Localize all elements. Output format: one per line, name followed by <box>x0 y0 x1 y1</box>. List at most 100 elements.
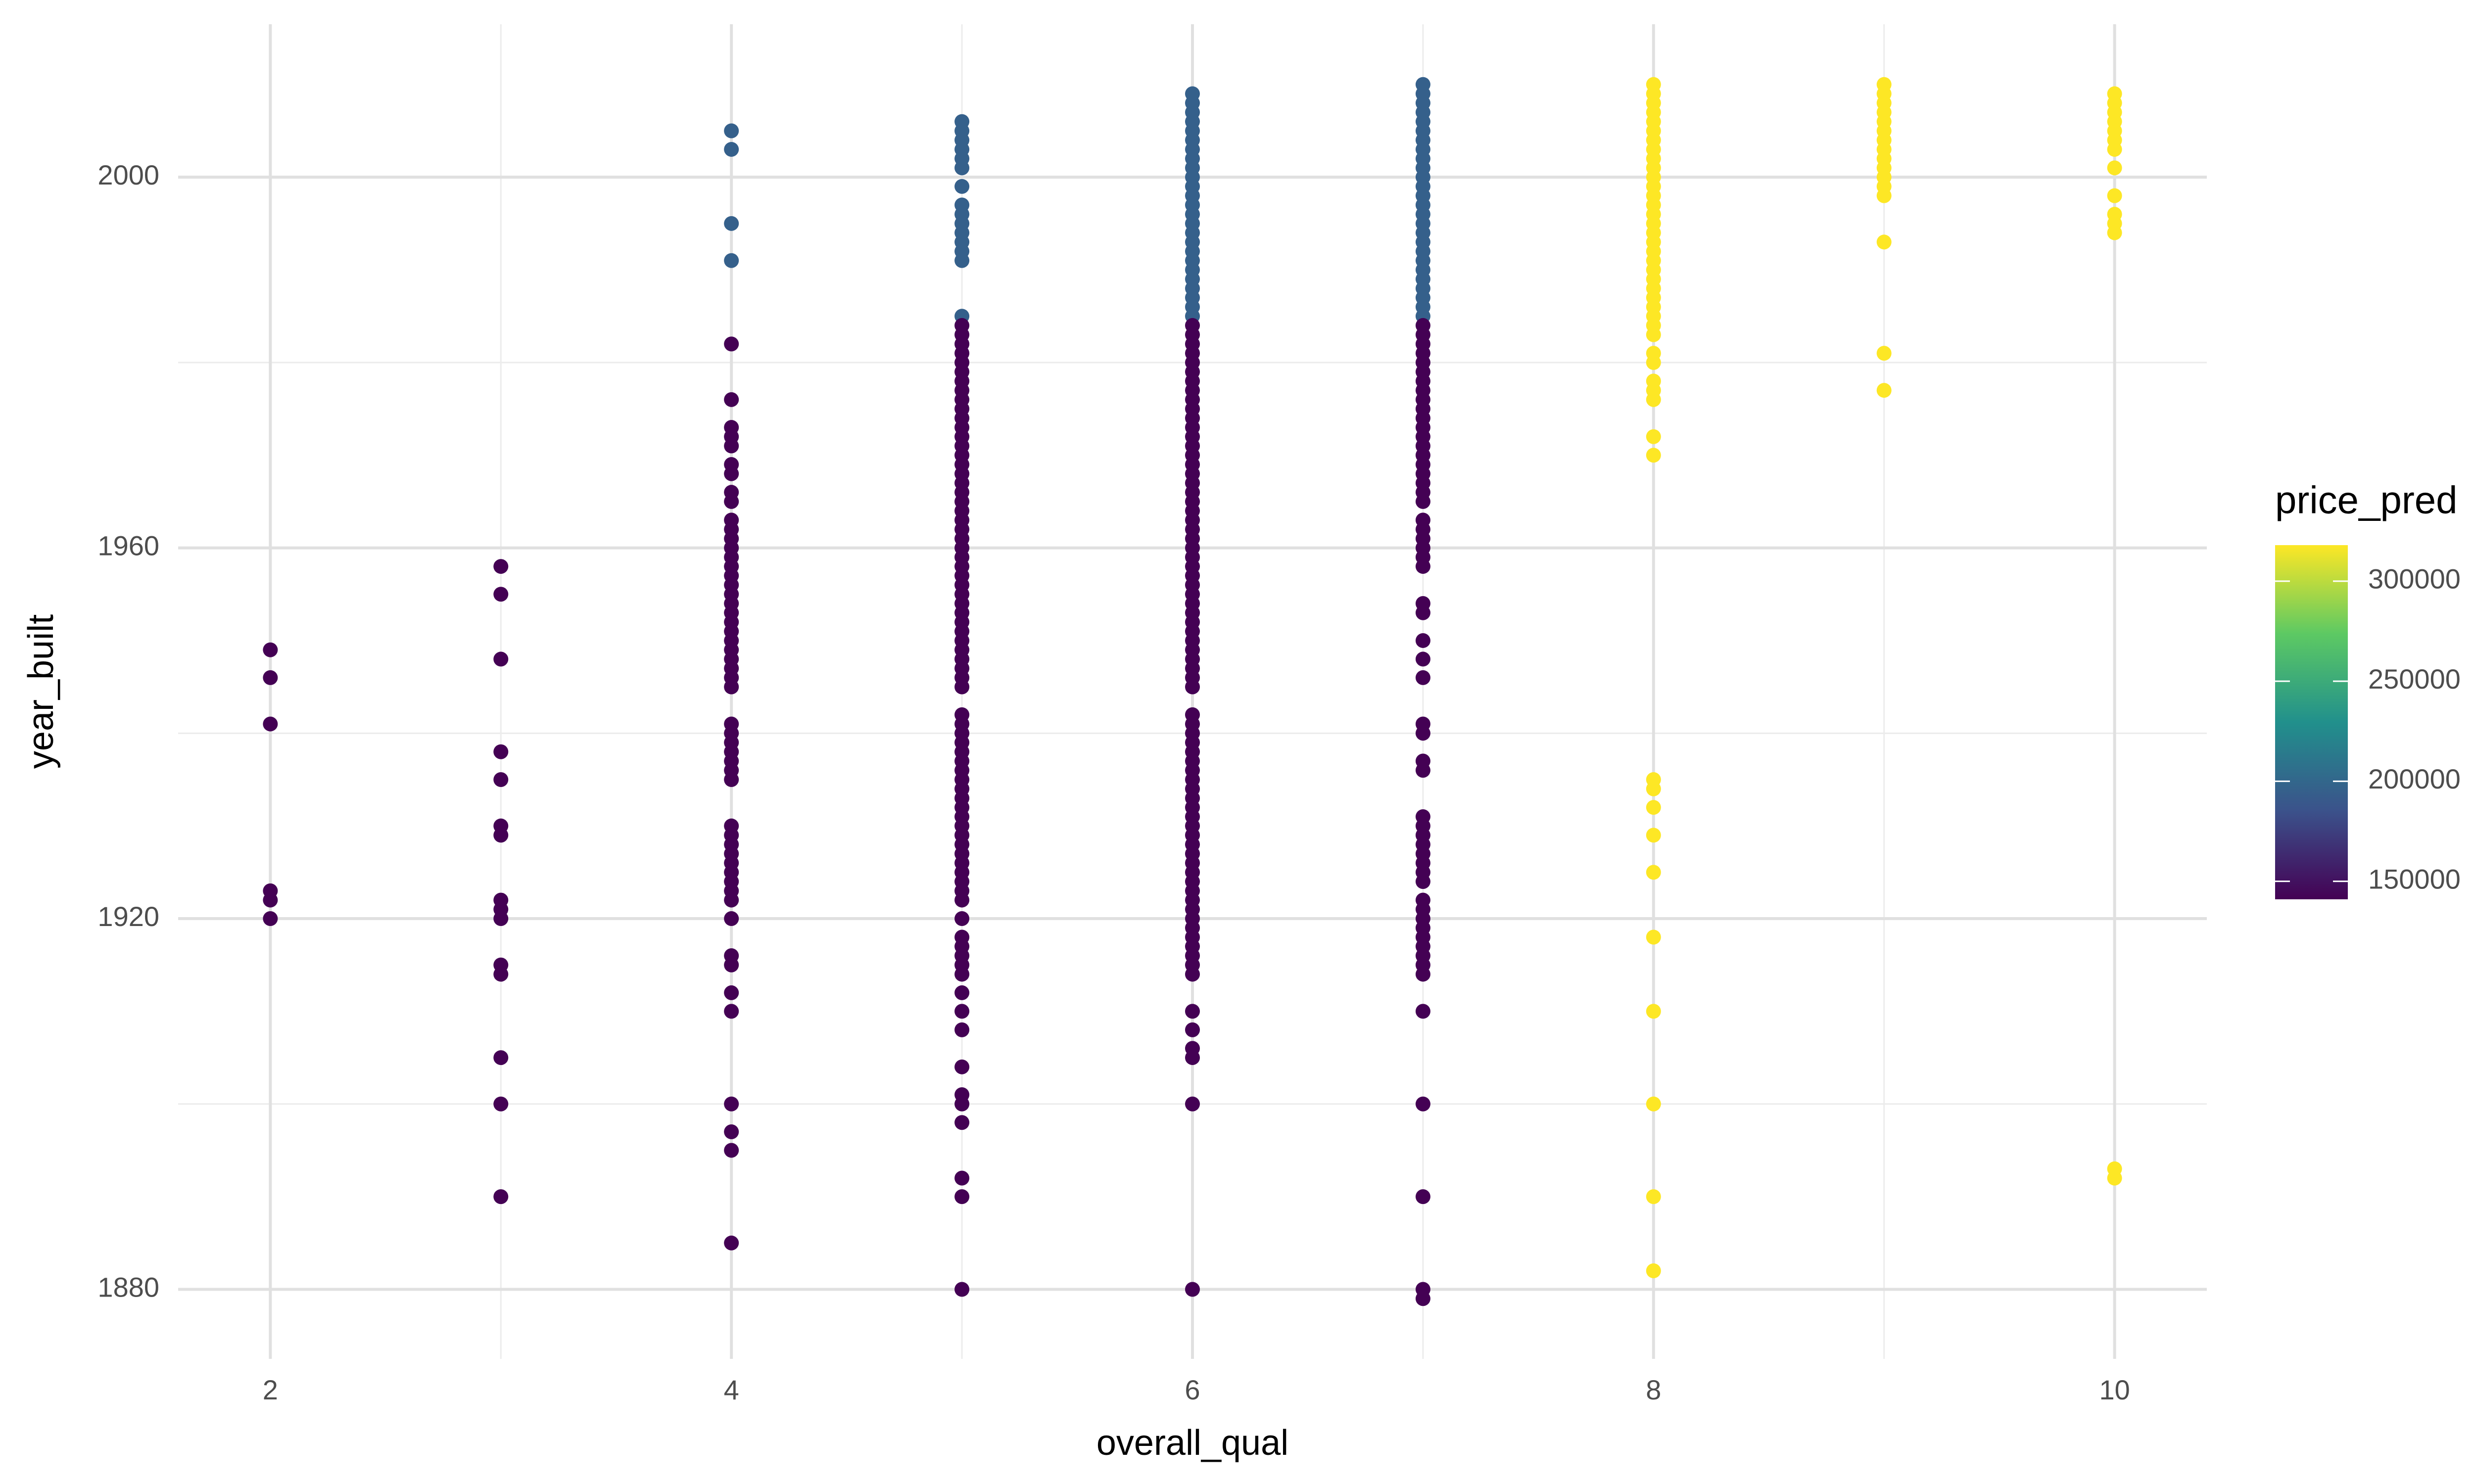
point <box>1415 1189 1430 1205</box>
point <box>724 392 739 407</box>
point <box>1646 1096 1661 1112</box>
point <box>954 1022 970 1037</box>
point <box>724 1143 739 1158</box>
y-tick-label: 1960 <box>97 530 159 561</box>
y-tick-label: 1880 <box>97 1271 159 1302</box>
point <box>954 1059 970 1074</box>
point <box>954 253 970 268</box>
point <box>724 985 739 1000</box>
point <box>493 828 509 843</box>
point <box>1185 1096 1200 1112</box>
point <box>263 716 278 732</box>
point <box>1415 633 1430 648</box>
point <box>493 651 509 667</box>
point <box>1415 494 1430 509</box>
point <box>493 587 509 602</box>
point <box>493 911 509 927</box>
points <box>263 77 2122 1306</box>
point <box>2107 141 2122 157</box>
point <box>1646 828 1661 843</box>
point <box>1415 651 1430 667</box>
legend-label: 150000 <box>2368 863 2461 894</box>
point <box>263 892 278 908</box>
point <box>724 1004 739 1019</box>
point <box>1185 1004 1200 1019</box>
point <box>1185 1282 1200 1297</box>
point <box>263 670 278 685</box>
point <box>263 642 278 657</box>
point <box>493 1189 509 1205</box>
point <box>1646 800 1661 815</box>
point <box>2107 1170 2122 1186</box>
point <box>724 892 739 908</box>
point <box>954 967 970 982</box>
x-tick-label: 2 <box>263 1374 278 1405</box>
point <box>954 1096 970 1112</box>
point <box>724 772 739 787</box>
point <box>724 1096 739 1112</box>
point <box>954 1189 970 1205</box>
point <box>1185 1050 1200 1066</box>
point <box>724 466 739 481</box>
point <box>1185 1022 1200 1037</box>
legend-label: 200000 <box>2368 763 2461 794</box>
y-axis-title: year_built <box>21 614 61 769</box>
point <box>724 253 739 268</box>
point <box>2107 160 2122 176</box>
point <box>954 179 970 194</box>
point <box>2107 225 2122 240</box>
point <box>1415 1291 1430 1306</box>
point <box>1185 679 1200 695</box>
point <box>954 160 970 176</box>
point <box>493 744 509 759</box>
point <box>1646 865 1661 880</box>
x-tick-label: 6 <box>1185 1374 1200 1405</box>
point <box>724 123 739 139</box>
x-tick-label: 4 <box>724 1374 739 1405</box>
point <box>724 1235 739 1251</box>
point <box>954 679 970 695</box>
point <box>954 1170 970 1186</box>
point <box>1876 188 1892 203</box>
point <box>724 438 739 454</box>
point <box>1415 1096 1430 1112</box>
point <box>1415 726 1430 741</box>
point <box>1415 967 1430 982</box>
point <box>1415 559 1430 574</box>
point <box>493 1096 509 1112</box>
point <box>493 559 509 574</box>
point <box>493 967 509 982</box>
point <box>954 911 970 927</box>
x-tick-label: 8 <box>1646 1374 1661 1405</box>
point <box>1415 605 1430 620</box>
point <box>2107 188 2122 203</box>
point <box>1646 429 1661 444</box>
point <box>1415 670 1430 685</box>
point <box>954 1282 970 1297</box>
point <box>1876 383 1892 398</box>
colorbar <box>2275 545 2348 899</box>
point <box>724 336 739 352</box>
point <box>724 679 739 695</box>
point <box>1646 327 1661 342</box>
point <box>724 494 739 509</box>
point <box>493 772 509 787</box>
point <box>1876 346 1892 361</box>
point <box>1646 781 1661 796</box>
legend-label: 300000 <box>2368 563 2461 595</box>
point <box>724 911 739 927</box>
point <box>1646 392 1661 407</box>
legend-label: 250000 <box>2368 663 2461 695</box>
point <box>493 1050 509 1066</box>
point <box>263 911 278 927</box>
point <box>1646 1263 1661 1279</box>
point <box>1646 1004 1661 1019</box>
point <box>954 1004 970 1019</box>
point <box>1646 929 1661 945</box>
x-axis-title: overall_qual <box>1096 1423 1288 1463</box>
point <box>954 985 970 1000</box>
point <box>954 892 970 908</box>
